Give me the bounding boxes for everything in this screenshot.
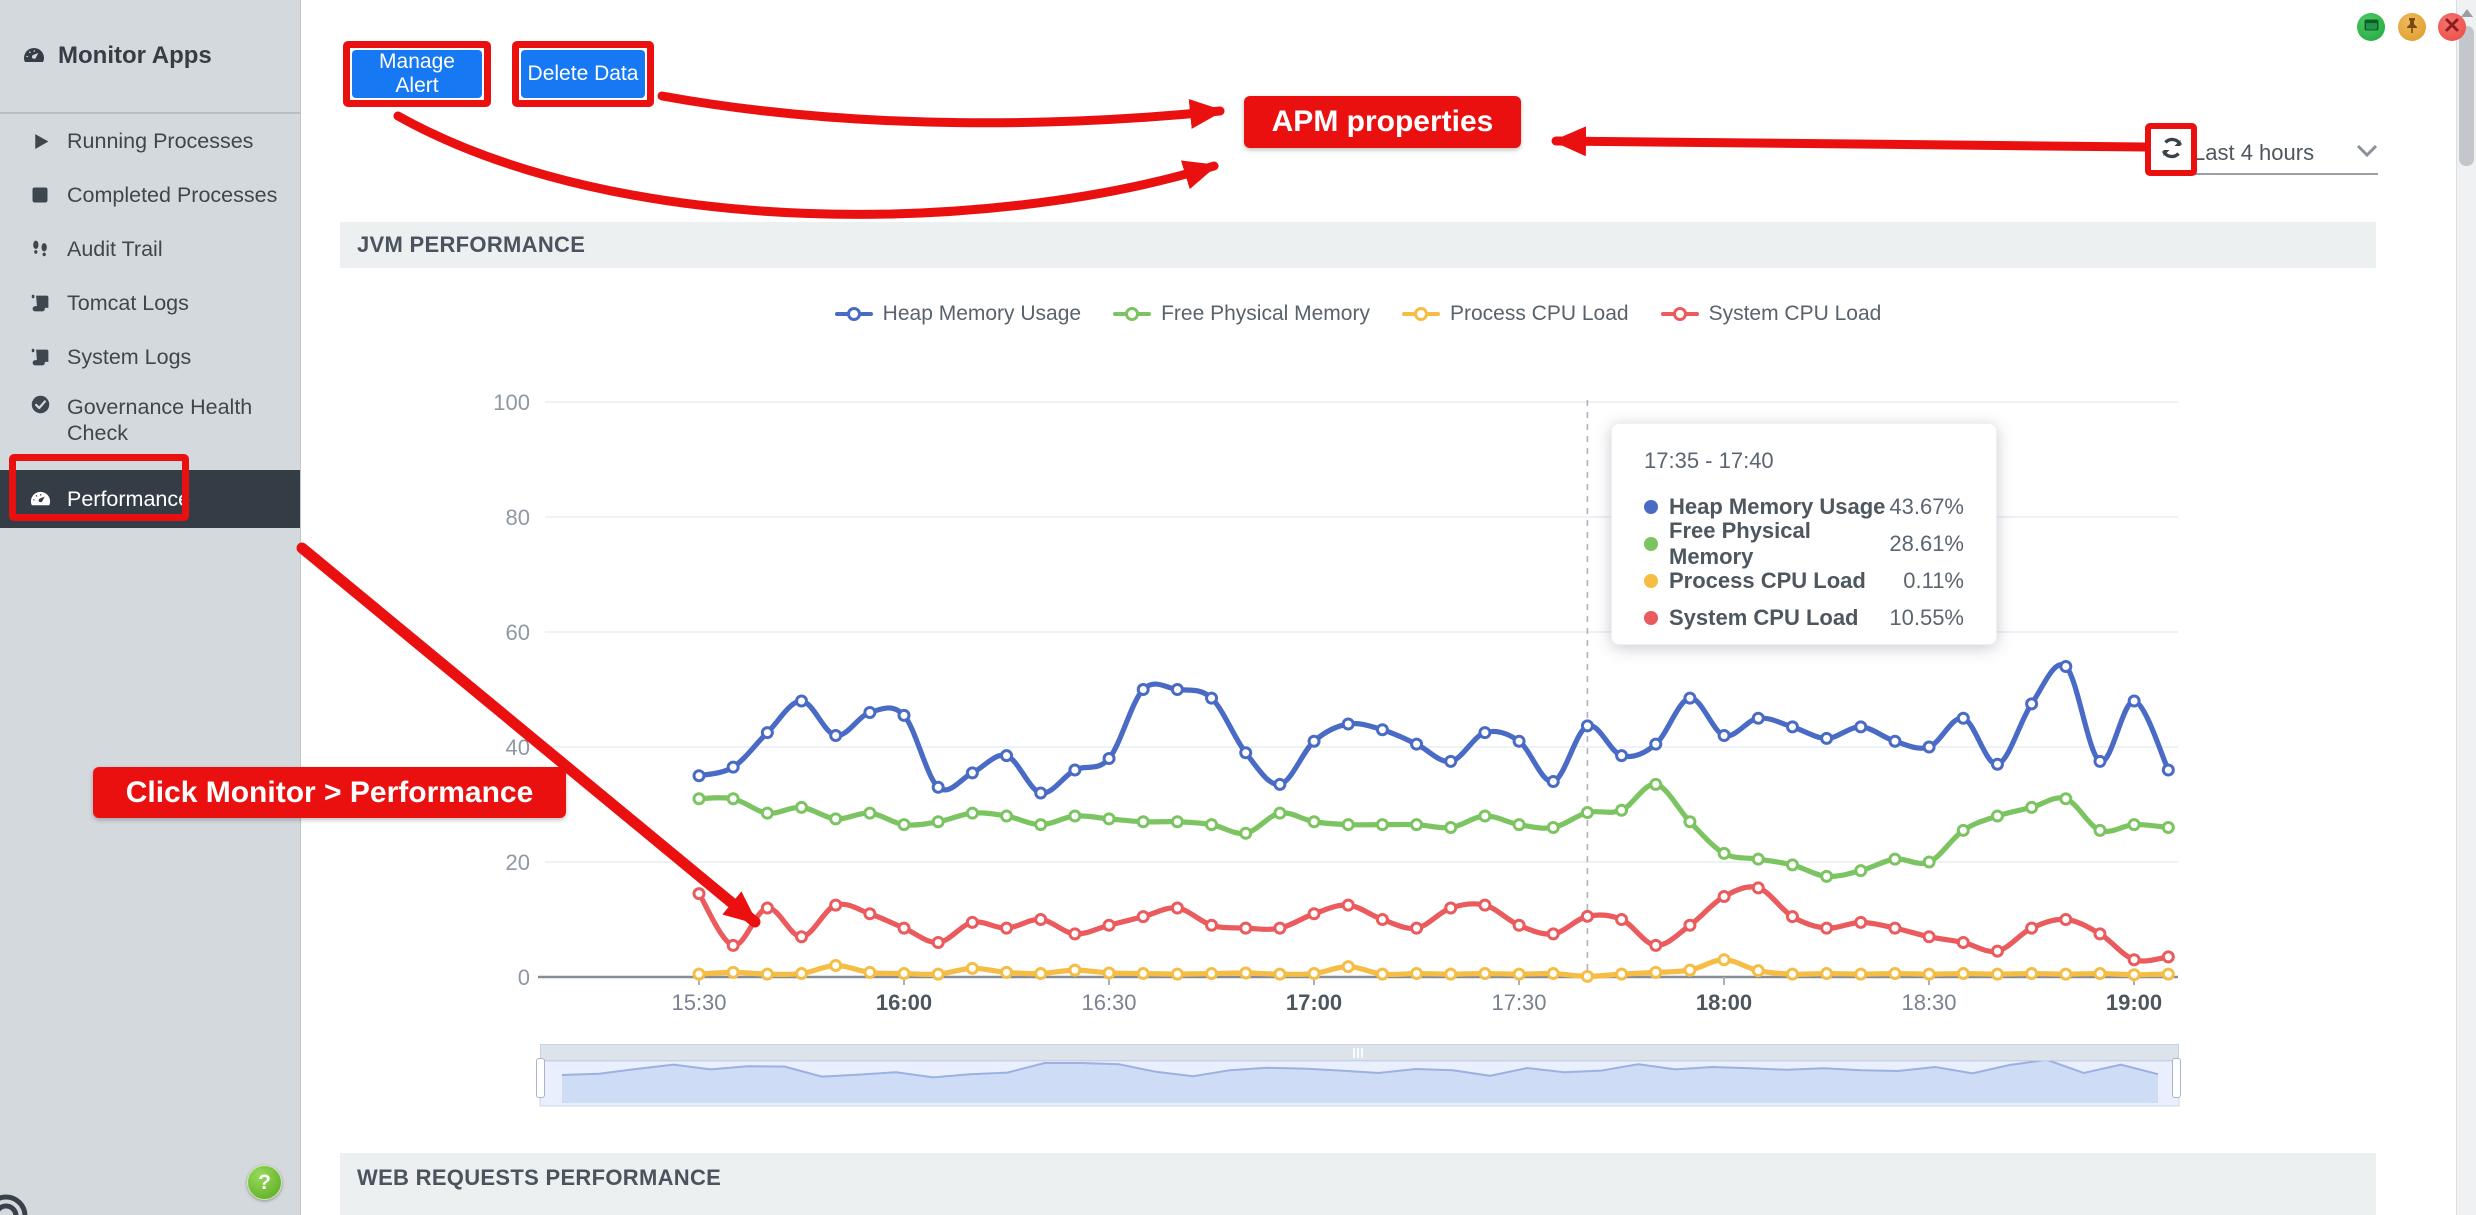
legend-item-free-physical-memory[interactable]: Free Physical Memory: [1113, 302, 1370, 326]
sidebar-item-audit-trail[interactable]: Audit Trail: [0, 222, 300, 276]
navigator-left-handle[interactable]: [536, 1058, 545, 1098]
legend-line-marker-icon: [834, 307, 873, 321]
sidebar-item-running-processes[interactable]: Running Processes: [0, 114, 300, 168]
vertical-scrollbar[interactable]: [2456, 0, 2476, 1215]
delete-data-button[interactable]: Delete Data: [521, 50, 645, 98]
corner-logo-icon: [0, 1194, 46, 1215]
play-icon: [28, 131, 52, 152]
maximize-window-button[interactable]: [2357, 13, 2385, 41]
sidebar: Monitor Apps Running Processes Completed…: [0, 0, 301, 1215]
stop-square-icon: [28, 185, 52, 205]
refresh-button[interactable]: [2153, 131, 2191, 169]
tooltip-row: System CPU Load 10.55%: [1644, 599, 1964, 636]
gauge-icon: [28, 488, 52, 511]
tooltip-row: Heap Memory Usage 43.67%: [1644, 488, 1964, 525]
legend-item-heap-memory-usage[interactable]: Heap Memory Usage: [834, 302, 1081, 326]
tooltip-row: Process CPU Load 0.11%: [1644, 562, 1964, 599]
question-mark-icon: ?: [258, 1170, 271, 1194]
svg-text:18:30: 18:30: [1901, 990, 1956, 1015]
footprints-icon: [28, 238, 52, 260]
svg-text:18:00: 18:00: [1696, 990, 1752, 1015]
svg-text:15:30: 15:30: [671, 990, 726, 1015]
legend-line-marker-icon: [1660, 307, 1699, 321]
refresh-icon: [2156, 132, 2188, 169]
chart-legend: Heap Memory Usage Free Physical Memory Pro…: [340, 302, 2376, 326]
svg-text:17:30: 17:30: [1491, 990, 1546, 1015]
scroll-up-arrow-icon[interactable]: [2461, 9, 2473, 17]
series-dot-icon: [1644, 573, 1658, 588]
sidebar-item-system-logs[interactable]: System Logs: [0, 330, 300, 384]
svg-text:19:00: 19:00: [2106, 990, 2162, 1015]
svg-text:20: 20: [506, 850, 530, 875]
sidebar-item-completed-processes[interactable]: Completed Processes: [0, 168, 300, 222]
tooltip-row: Free Physical Memory 28.61%: [1644, 518, 1964, 569]
svg-text:16:00: 16:00: [876, 990, 932, 1015]
check-circle-icon: [28, 394, 52, 415]
chart-tooltip: 17:35 - 17:40 Heap Memory Usage 43.67% Fre…: [1611, 423, 1997, 645]
time-range-value: Last 4 hours: [2193, 140, 2315, 165]
svg-text:60: 60: [506, 620, 530, 645]
series-dot-icon: [1644, 536, 1658, 551]
sidebar-item-tomcat-logs[interactable]: Tomcat Logs: [0, 276, 300, 330]
web-requests-performance-header: WEB REQUESTS PERFORMANCE: [340, 1153, 2376, 1215]
svg-text:80: 80: [506, 505, 530, 530]
svg-text:100: 100: [493, 390, 530, 415]
legend-line-marker-icon: [1113, 307, 1152, 321]
series-dot-icon: [1644, 499, 1658, 514]
help-button[interactable]: ?: [247, 1165, 282, 1200]
click-monitor-performance-annotation: Click Monitor > Performance: [93, 767, 566, 818]
window-icon: [2364, 18, 2379, 36]
legend-item-process-cpu-load[interactable]: Process CPU Load: [1401, 302, 1629, 326]
series-dot-icon: [1644, 610, 1658, 625]
close-icon: [2445, 18, 2459, 37]
svg-text:40: 40: [506, 735, 530, 760]
navigator-drag-bar[interactable]: [540, 1044, 2179, 1061]
svg-text:0: 0: [518, 965, 530, 990]
sidebar-title: Monitor Apps: [58, 42, 212, 69]
grip-icon: [1352, 1048, 1367, 1058]
scroll-icon: [28, 293, 52, 314]
sidebar-items: Running Processes Completed Processes Au…: [0, 114, 300, 528]
chevron-down-icon: [2356, 144, 2378, 163]
pin-window-button[interactable]: [2398, 13, 2426, 41]
sidebar-item-governance-health-check[interactable]: Governance Health Check: [0, 384, 300, 470]
gauge-icon: [22, 43, 46, 69]
svg-text:17:00: 17:00: [1286, 990, 1342, 1015]
manage-alert-button[interactable]: Manage Alert: [352, 50, 482, 98]
time-range-select[interactable]: Last 4 hours: [2193, 133, 2378, 175]
scroll-icon: [28, 347, 52, 368]
sidebar-header: Monitor Apps: [0, 0, 300, 114]
navigator-right-handle[interactable]: [2172, 1058, 2181, 1098]
close-window-button[interactable]: [2438, 13, 2466, 41]
scrollbar-thumb[interactable]: [2459, 26, 2474, 166]
apm-properties-annotation: APM properties: [1244, 96, 1521, 148]
legend-line-marker-icon: [1401, 307, 1440, 321]
legend-item-system-cpu-load[interactable]: System CPU Load: [1660, 302, 1881, 326]
svg-text:16:30: 16:30: [1081, 990, 1136, 1015]
tooltip-time-range: 17:35 - 17:40: [1644, 448, 1774, 473]
jvm-performance-header: JVM PERFORMANCE: [340, 222, 2376, 268]
pin-icon: [2405, 17, 2419, 38]
